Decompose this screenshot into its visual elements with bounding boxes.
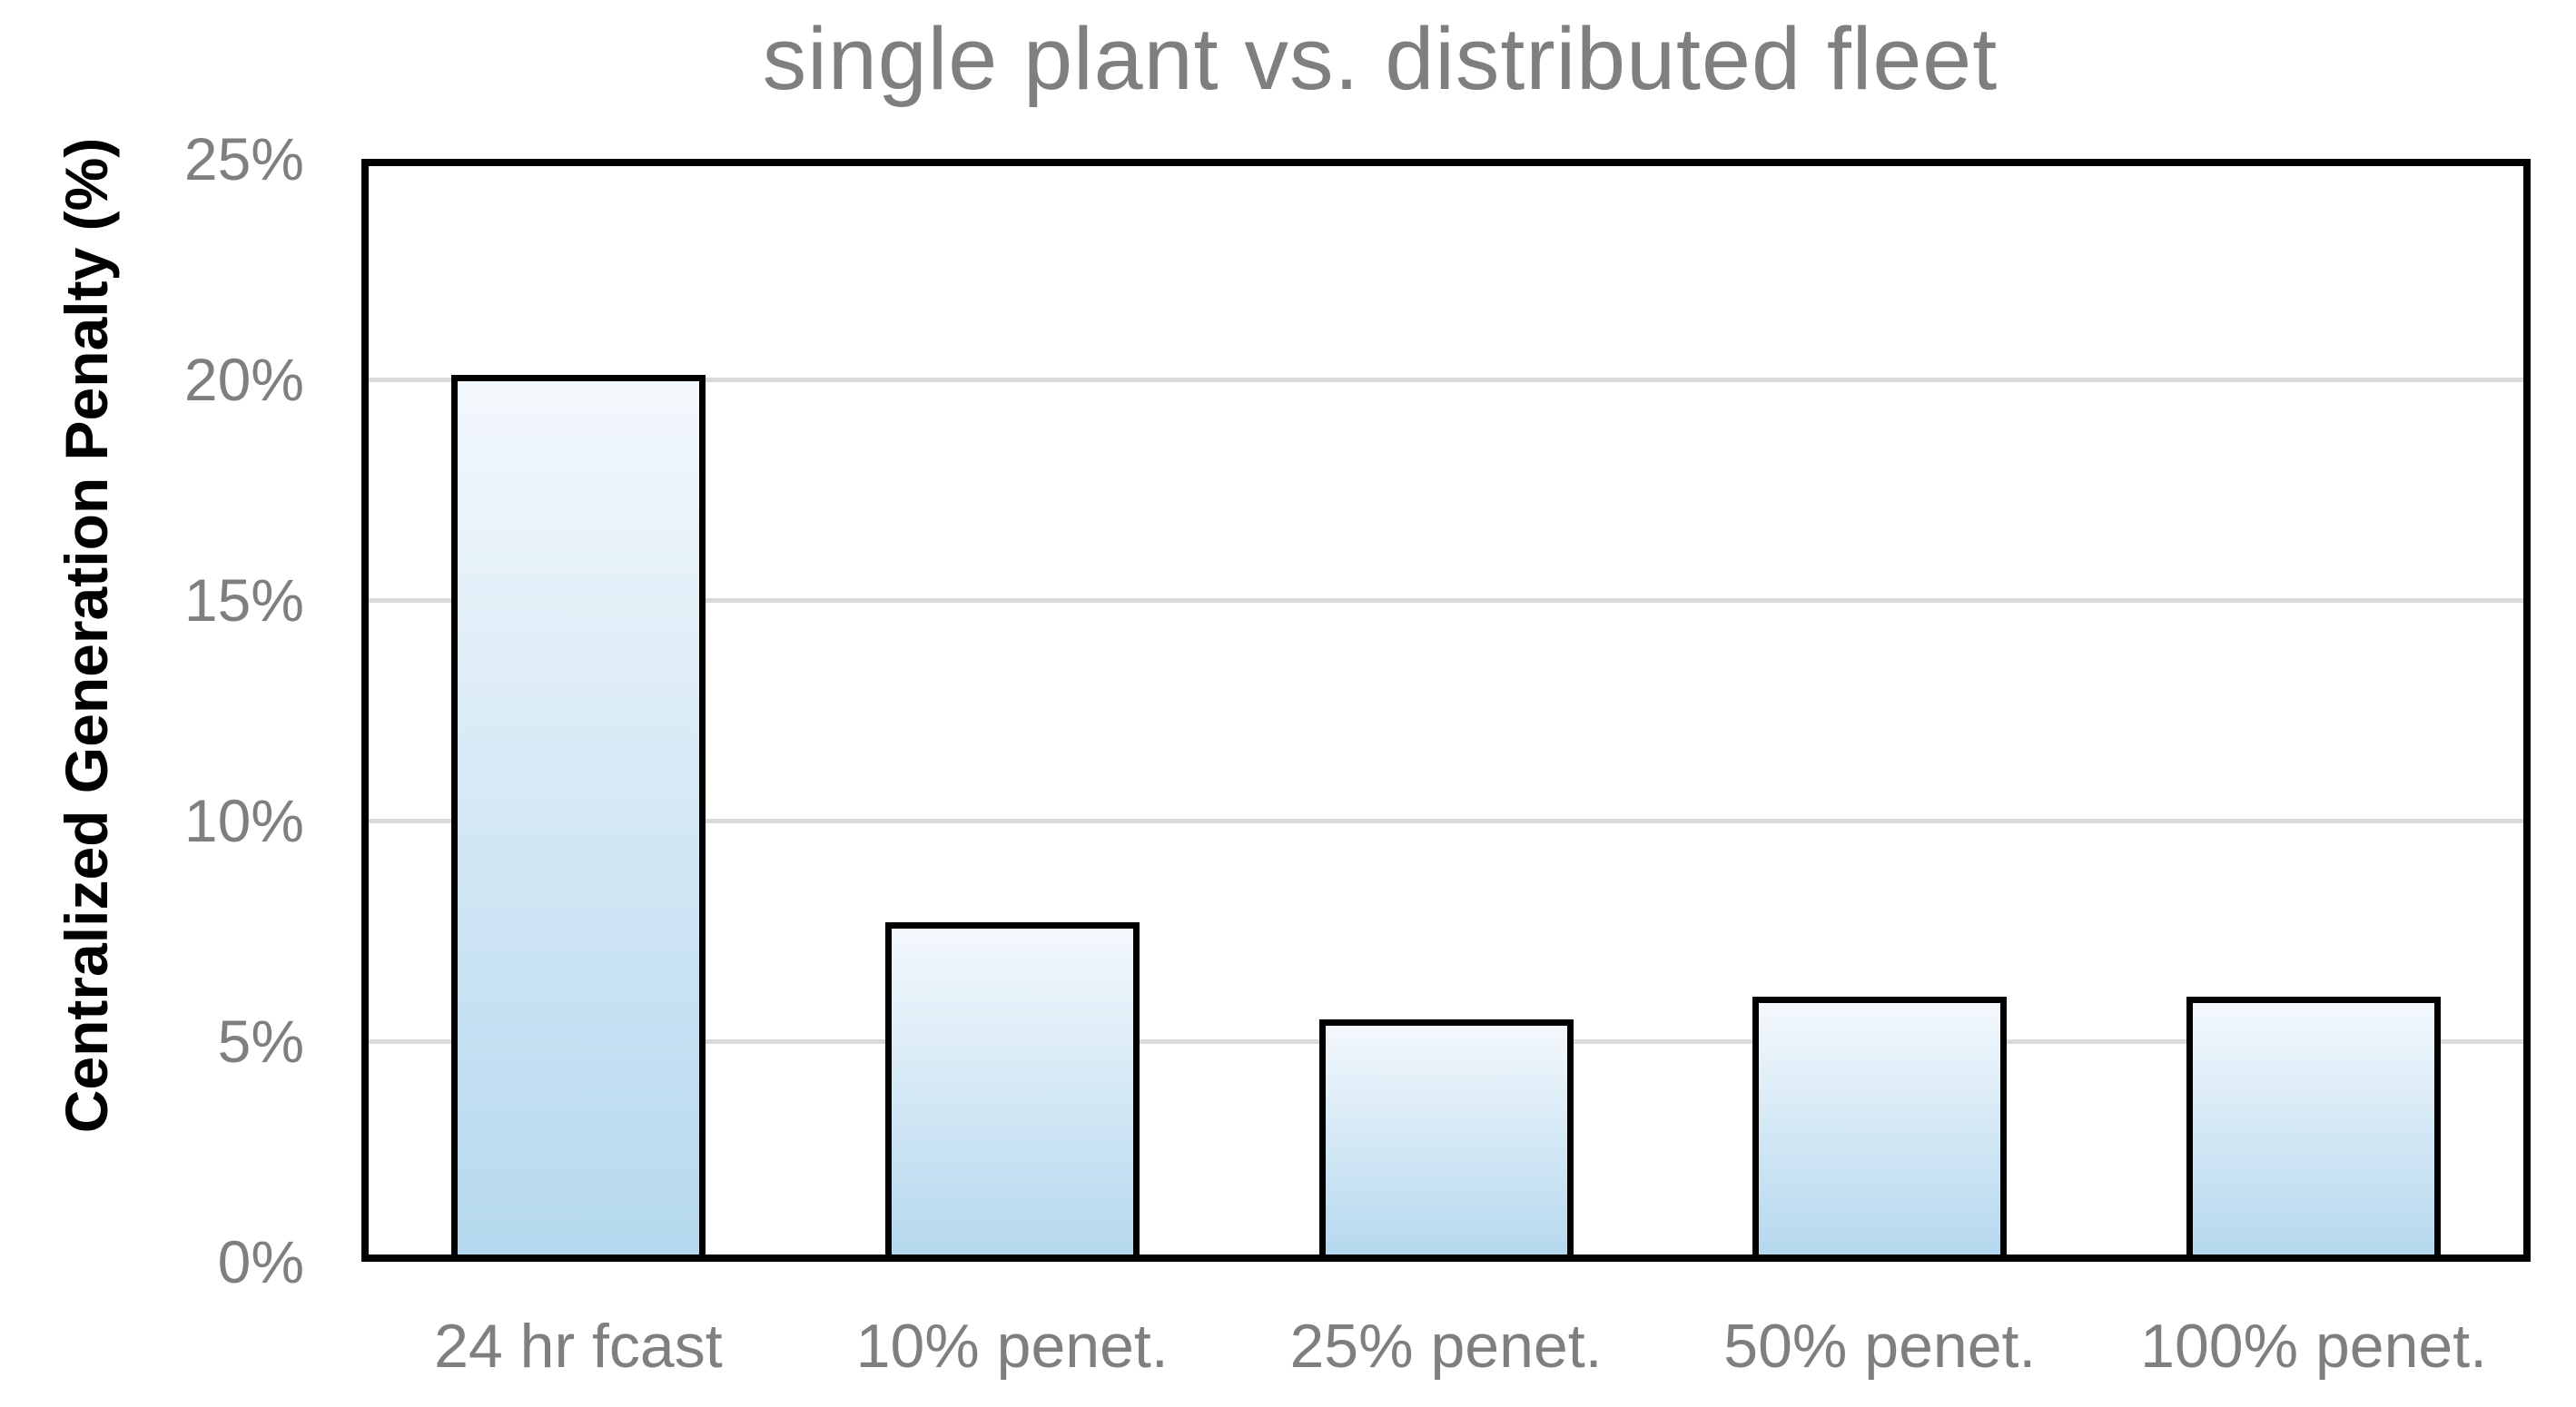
y-tick-label-5%: 5% — [217, 1008, 304, 1075]
bar-50% penet. — [1752, 997, 2008, 1262]
bar-24 hr fcast — [450, 375, 706, 1262]
x-category-label-25% penet.: 25% penet. — [1289, 1312, 1603, 1381]
y-tick-label-20%: 20% — [183, 346, 304, 413]
plot-area-border — [361, 159, 2531, 1262]
chart-title: single plant vs. distributed fleet — [762, 9, 1999, 108]
gridline-20% — [361, 377, 2531, 382]
x-category-label-10% penet.: 10% penet. — [855, 1312, 1169, 1381]
y-axis-title: Centralized Generation Penalty (%) — [53, 137, 120, 1134]
bar-25% penet. — [1318, 1018, 1574, 1262]
gridline-10% — [361, 818, 2531, 823]
x-category-label-24 hr fcast: 24 hr fcast — [434, 1312, 723, 1381]
bar-10% penet. — [884, 921, 1140, 1262]
y-tick-label-0%: 0% — [217, 1228, 304, 1295]
y-tick-label-10%: 10% — [183, 787, 304, 854]
x-category-label-100% penet.: 100% penet. — [2140, 1312, 2488, 1381]
x-category-label-50% penet.: 50% penet. — [1723, 1312, 2037, 1381]
y-tick-label-15%: 15% — [183, 566, 304, 634]
gridline-15% — [361, 597, 2531, 603]
y-tick-label-25%: 25% — [183, 125, 304, 192]
bar-100% penet. — [2186, 997, 2442, 1262]
